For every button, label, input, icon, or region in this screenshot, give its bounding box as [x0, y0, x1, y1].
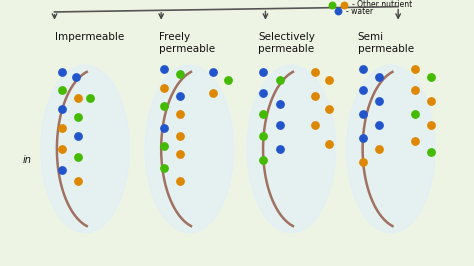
Point: [359, 136, 366, 140]
Point: [74, 155, 82, 159]
Point: [72, 75, 80, 79]
Point: [86, 96, 94, 101]
Point: [160, 165, 167, 170]
Point: [259, 157, 267, 162]
Text: in: in: [23, 155, 32, 165]
Point: [411, 112, 419, 117]
Point: [428, 149, 435, 154]
Point: [58, 88, 65, 93]
Text: Impermeable: Impermeable: [55, 32, 124, 42]
Point: [259, 112, 267, 117]
Point: [334, 9, 342, 14]
Point: [276, 78, 283, 82]
Point: [160, 144, 167, 148]
Text: Semi
permeable: Semi permeable: [358, 32, 414, 53]
Point: [74, 115, 82, 119]
Ellipse shape: [41, 65, 129, 233]
Point: [58, 70, 65, 74]
Point: [210, 91, 217, 95]
Point: [259, 134, 267, 138]
Point: [326, 78, 333, 82]
Point: [74, 179, 82, 183]
Point: [176, 179, 184, 183]
Point: [259, 70, 267, 74]
Point: [411, 139, 419, 143]
Text: - Other nutrient: - Other nutrient: [352, 0, 412, 9]
Point: [340, 3, 347, 7]
Text: - water: - water: [346, 7, 373, 16]
Point: [176, 72, 184, 77]
Point: [176, 112, 184, 117]
Point: [375, 123, 383, 127]
Point: [311, 70, 319, 74]
Point: [259, 91, 267, 95]
Point: [326, 107, 333, 111]
Ellipse shape: [247, 65, 336, 233]
Point: [411, 88, 419, 93]
Point: [428, 123, 435, 127]
Point: [375, 99, 383, 103]
Ellipse shape: [346, 65, 435, 233]
Point: [359, 67, 366, 71]
Point: [58, 147, 65, 151]
Point: [176, 152, 184, 156]
Point: [58, 107, 65, 111]
Text: Freely
permeable: Freely permeable: [159, 32, 215, 53]
Point: [224, 78, 231, 82]
Point: [176, 134, 184, 138]
Point: [160, 104, 167, 109]
Point: [311, 94, 319, 98]
Point: [276, 102, 283, 106]
Point: [328, 3, 336, 7]
Point: [359, 112, 366, 117]
Point: [276, 147, 283, 151]
Point: [176, 94, 184, 98]
Point: [359, 88, 366, 93]
Point: [428, 75, 435, 79]
Point: [160, 86, 167, 90]
Point: [74, 96, 82, 101]
Point: [359, 160, 366, 164]
Point: [160, 126, 167, 130]
Point: [74, 134, 82, 138]
Point: [428, 99, 435, 103]
Point: [375, 147, 383, 151]
Point: [276, 123, 283, 127]
Point: [160, 67, 167, 71]
Point: [58, 126, 65, 130]
Point: [375, 75, 383, 79]
Point: [411, 67, 419, 71]
Text: Selectively
permeable: Selectively permeable: [258, 32, 315, 53]
Point: [58, 168, 65, 172]
Point: [311, 123, 319, 127]
Point: [210, 70, 217, 74]
Point: [326, 142, 333, 146]
Ellipse shape: [145, 65, 234, 233]
